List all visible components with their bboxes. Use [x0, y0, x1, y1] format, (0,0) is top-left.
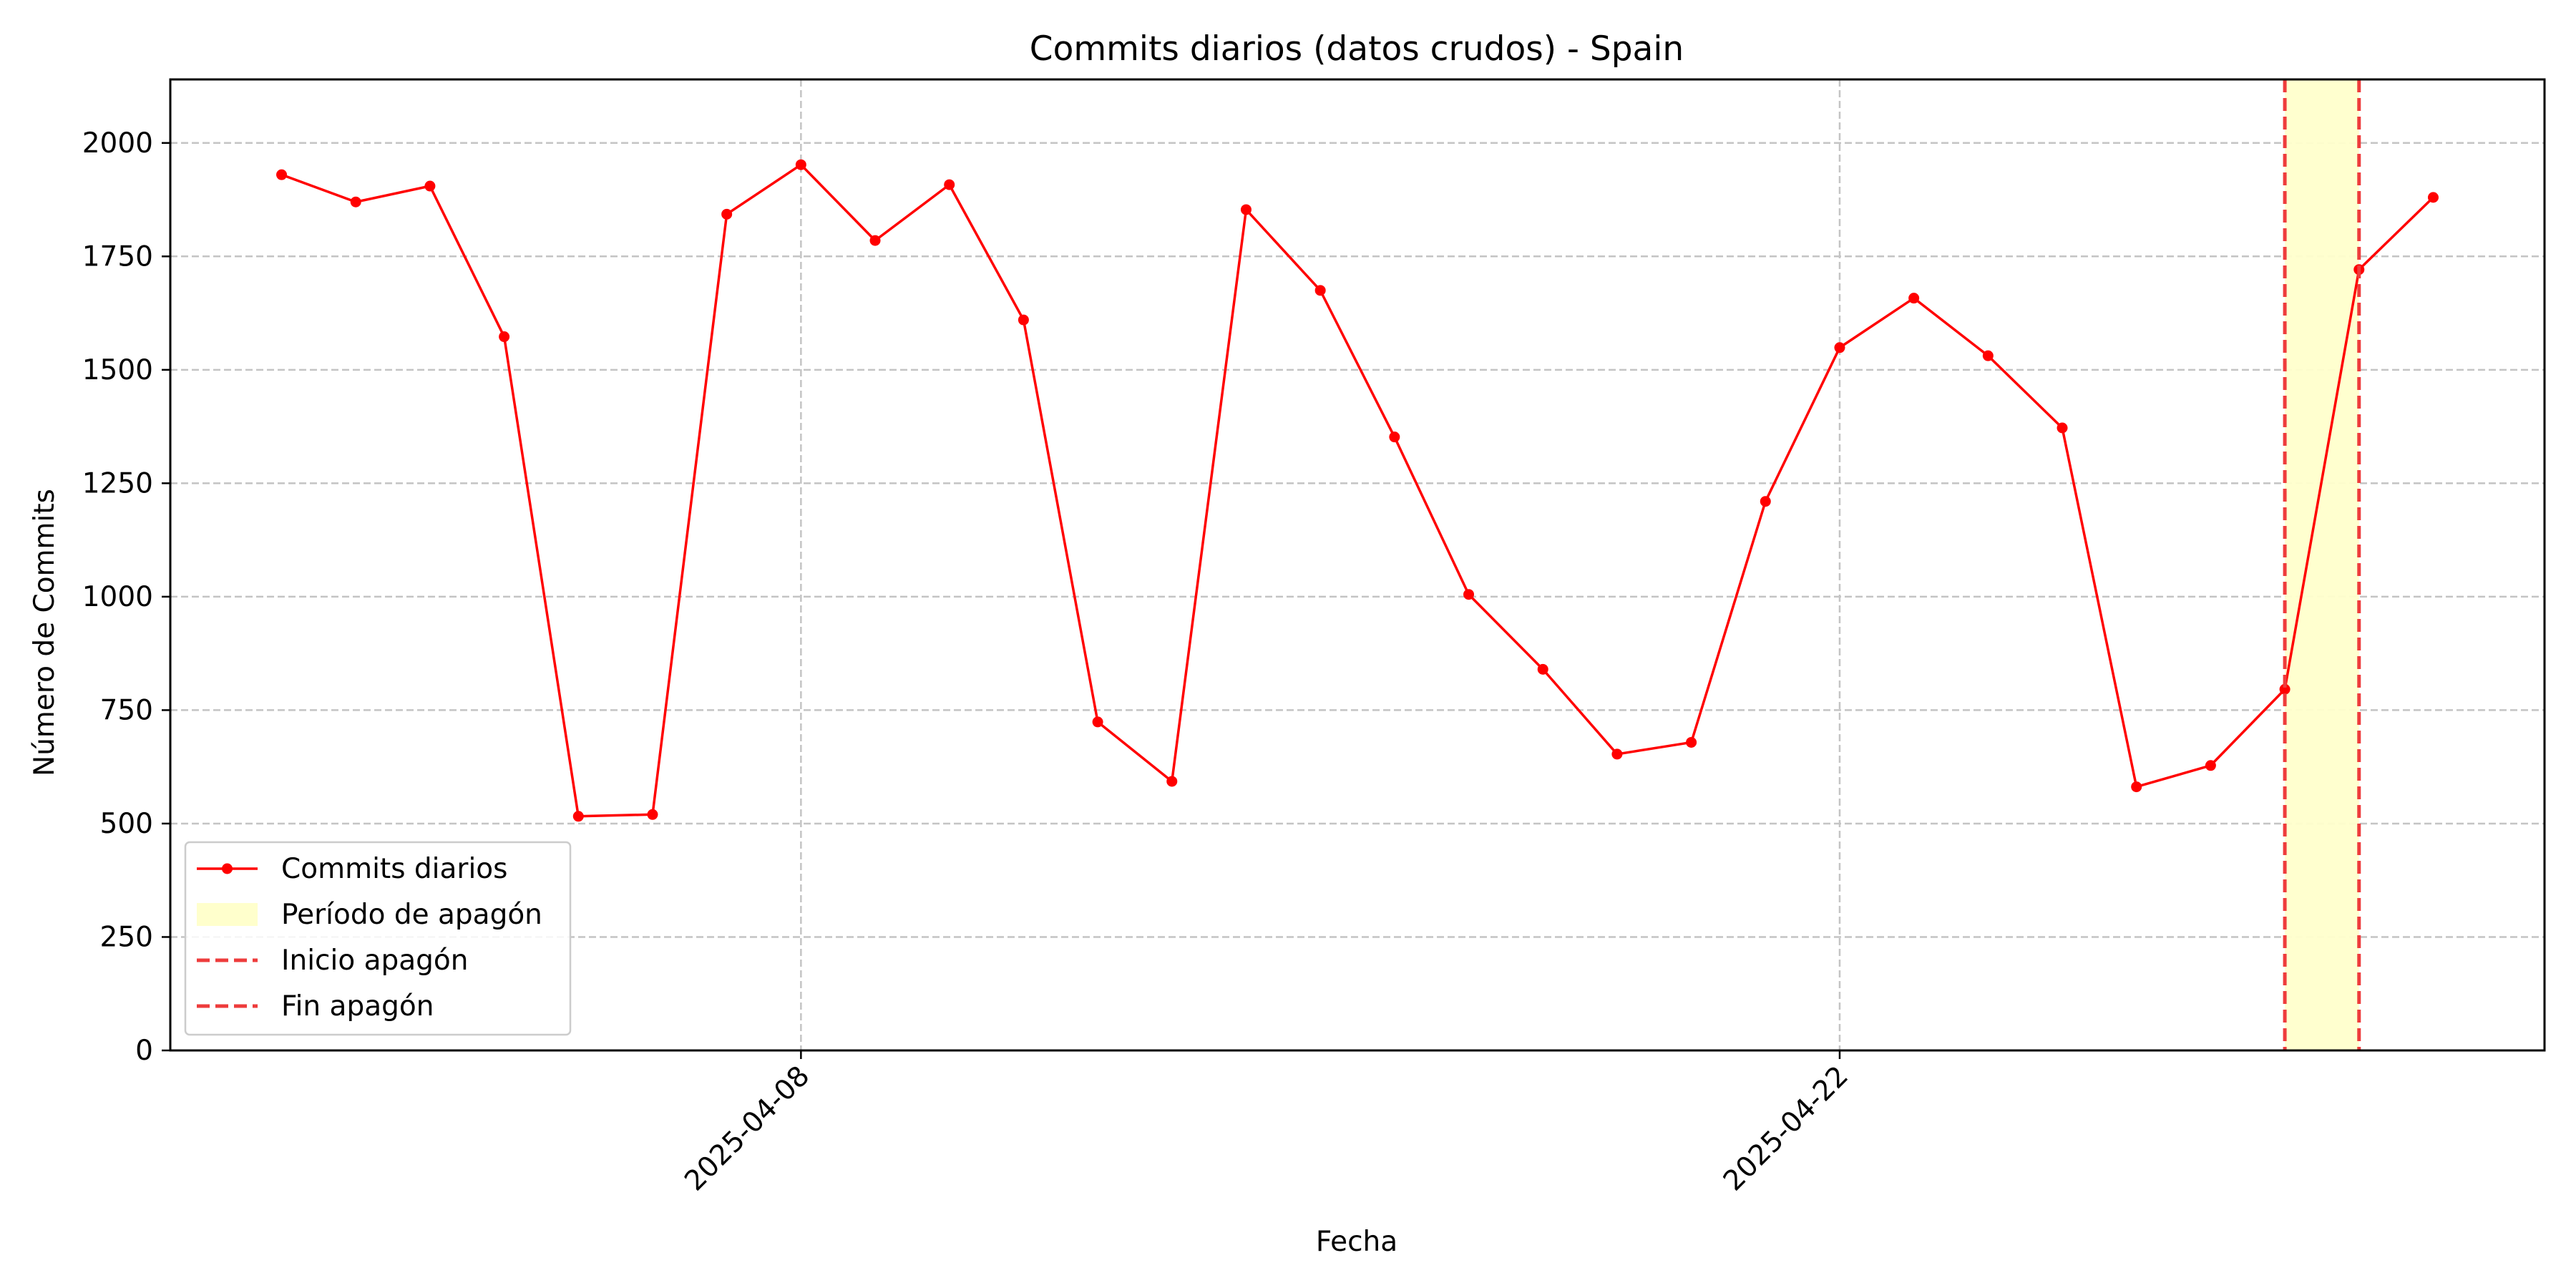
- y-tick-label: 1500: [82, 354, 153, 386]
- data-point: [795, 159, 806, 170]
- data-point: [2427, 192, 2439, 203]
- data-point: [2279, 683, 2290, 695]
- data-point: [1834, 342, 1845, 353]
- series-layer: [276, 159, 2439, 822]
- data-point: [2205, 760, 2216, 771]
- data-point: [1166, 776, 1178, 787]
- data-point: [1018, 314, 1029, 326]
- data-point: [424, 180, 436, 192]
- data-point: [869, 235, 881, 246]
- data-point: [350, 196, 361, 208]
- series-line: [280, 163, 2434, 818]
- data-point: [276, 169, 288, 180]
- data-point: [1686, 736, 1697, 748]
- legend-handle-marker: [222, 863, 233, 874]
- y-tick-label: 750: [100, 694, 153, 726]
- data-point: [1240, 204, 1252, 215]
- y-tick-label: 1750: [82, 240, 153, 273]
- legend-label: Fin apagón: [281, 990, 434, 1023]
- data-point: [647, 809, 658, 820]
- y-tick-label: 1000: [82, 581, 153, 613]
- data-point: [1908, 293, 1920, 304]
- data-point: [2131, 781, 2142, 793]
- data-point: [499, 331, 510, 343]
- legend-label: Commits diarios: [281, 853, 507, 885]
- y-tick-label: 0: [135, 1035, 153, 1067]
- legend-label: Período de apagón: [281, 899, 542, 931]
- data-point: [1982, 350, 1994, 361]
- y-tick-label: 2000: [82, 127, 153, 160]
- x-axis-label: Fecha: [1316, 1226, 1397, 1258]
- legend-handle-band: [197, 903, 258, 926]
- legend-label: Inicio apagón: [281, 945, 468, 977]
- data-point: [2057, 422, 2068, 434]
- plot-frame: [169, 78, 2546, 1052]
- data-point: [1092, 716, 1103, 728]
- data-point: [944, 179, 955, 190]
- marker-layer: [2283, 79, 2361, 1050]
- blackout-period-band: [2285, 79, 2359, 1050]
- y-tick-label: 1250: [82, 467, 153, 499]
- legend: Commits diarios Período de apagón Inicio a…: [184, 841, 572, 1036]
- data-point: [1760, 496, 1771, 507]
- y-tick-label: 250: [100, 921, 153, 953]
- data-point: [1314, 285, 1326, 296]
- data-point: [572, 811, 584, 822]
- chart-title: Commits diarios (datos crudos) - Spain: [1030, 29, 1684, 69]
- highlight-layer: [2285, 79, 2359, 1050]
- data-point: [721, 208, 733, 220]
- data-point: [1611, 748, 1623, 760]
- data-point: [1537, 663, 1548, 675]
- legend-box: [184, 841, 572, 1036]
- y-tick-label: 500: [100, 808, 153, 840]
- y-axis-label: Número de Commits: [29, 489, 61, 776]
- data-point: [1463, 589, 1475, 600]
- data-point: [1389, 431, 1400, 443]
- grid-layer: [170, 79, 2545, 1052]
